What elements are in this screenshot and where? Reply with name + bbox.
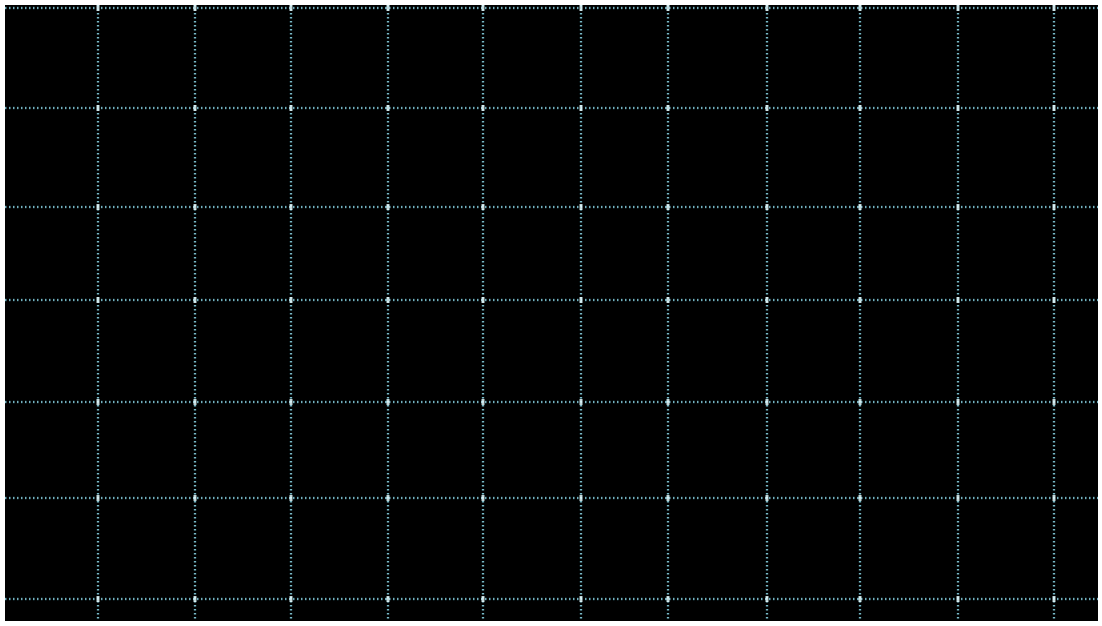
grid-intersection-5-5 (579, 495, 583, 501)
grid-intersection-8-4 (858, 399, 862, 405)
grid-intersection-9-6 (956, 596, 960, 602)
grid-intersection-8-1 (858, 105, 862, 111)
grid-intersection-10-1 (1052, 105, 1056, 111)
grid-intersection-10-4 (1052, 399, 1056, 405)
grid-intersection-4-4 (481, 399, 485, 405)
grid-intersection-5-4 (579, 399, 583, 405)
grid-intersection-6-0 (666, 5, 670, 11)
grid-intersection-1-6 (193, 596, 197, 602)
grid-intersection-6-3 (666, 297, 670, 303)
grid-intersection-3-0 (386, 5, 390, 11)
grid-intersection-9-2 (956, 204, 960, 210)
grid-intersection-10-0 (1052, 5, 1056, 11)
grid-intersection-9-5 (956, 495, 960, 501)
grid-intersection-9-1 (956, 105, 960, 111)
grid-intersection-6-2 (666, 204, 670, 210)
grid-intersection-5-1 (579, 105, 583, 111)
grid-intersection-2-2 (289, 204, 293, 210)
grid-intersection-0-1 (96, 105, 100, 111)
grid-intersection-4-6 (481, 596, 485, 602)
grid-intersection-2-0 (289, 5, 293, 11)
grid-intersection-5-2 (579, 204, 583, 210)
grid-intersection-0-5 (96, 495, 100, 501)
grid-intersection-2-3 (289, 297, 293, 303)
grid-intersection-9-4 (956, 399, 960, 405)
grid-intersection-8-6 (858, 596, 862, 602)
grid-intersection-7-0 (765, 5, 769, 11)
grid-intersection-6-1 (666, 105, 670, 111)
grid-intersection-3-1 (386, 105, 390, 111)
grid-intersection-0-3 (96, 297, 100, 303)
grid-intersection-3-4 (386, 399, 390, 405)
grid-intersection-10-5 (1052, 495, 1056, 501)
grid-intersection-0-6 (96, 596, 100, 602)
grid-intersection-1-3 (193, 297, 197, 303)
grid-intersection-7-1 (765, 105, 769, 111)
grid-intersection-0-2 (96, 204, 100, 210)
grid-intersection-4-5 (481, 495, 485, 501)
grid-intersection-3-5 (386, 495, 390, 501)
grid-intersection-2-1 (289, 105, 293, 111)
grid-intersection-7-5 (765, 495, 769, 501)
grid-intersection-8-2 (858, 204, 862, 210)
grid-intersection-1-2 (193, 204, 197, 210)
grid-intersection-1-4 (193, 399, 197, 405)
graticule-grid (5, 5, 1098, 621)
grid-intersection-10-6 (1052, 596, 1056, 602)
grid-intersection-2-5 (289, 495, 293, 501)
grid-intersection-2-6 (289, 596, 293, 602)
grid-intersection-4-2 (481, 204, 485, 210)
grid-intersection-1-1 (193, 105, 197, 111)
grid-intersection-9-3 (956, 297, 960, 303)
grid-intersection-8-5 (858, 495, 862, 501)
grid-intersection-7-2 (765, 204, 769, 210)
grid-intersection-10-2 (1052, 204, 1056, 210)
grid-intersection-3-6 (386, 596, 390, 602)
grid-intersection-3-3 (386, 297, 390, 303)
grid-intersection-4-1 (481, 105, 485, 111)
grid-intersection-8-3 (858, 297, 862, 303)
grid-intersection-5-6 (579, 596, 583, 602)
grid-intersection-6-5 (666, 495, 670, 501)
grid-intersection-5-3 (579, 297, 583, 303)
grid-intersection-6-4 (666, 399, 670, 405)
grid-intersection-7-6 (765, 596, 769, 602)
grid-intersection-2-4 (289, 399, 293, 405)
grid-intersection-5-0 (579, 5, 583, 11)
grid-intersection-3-2 (386, 204, 390, 210)
grid-intersection-1-0 (193, 5, 197, 11)
grid-intersection-10-3 (1052, 297, 1056, 303)
grid-intersection-4-3 (481, 297, 485, 303)
grid-intersection-7-3 (765, 297, 769, 303)
grid-intersection-9-0 (956, 5, 960, 11)
grid-intersection-6-6 (666, 596, 670, 602)
grid-intersection-0-0 (96, 5, 100, 11)
oscilloscope-screen (5, 5, 1098, 621)
grid-intersection-7-4 (765, 399, 769, 405)
grid-intersection-4-0 (481, 5, 485, 11)
grid-intersection-1-5 (193, 495, 197, 501)
grid-intersection-8-0 (858, 5, 862, 11)
grid-intersection-0-4 (96, 399, 100, 405)
